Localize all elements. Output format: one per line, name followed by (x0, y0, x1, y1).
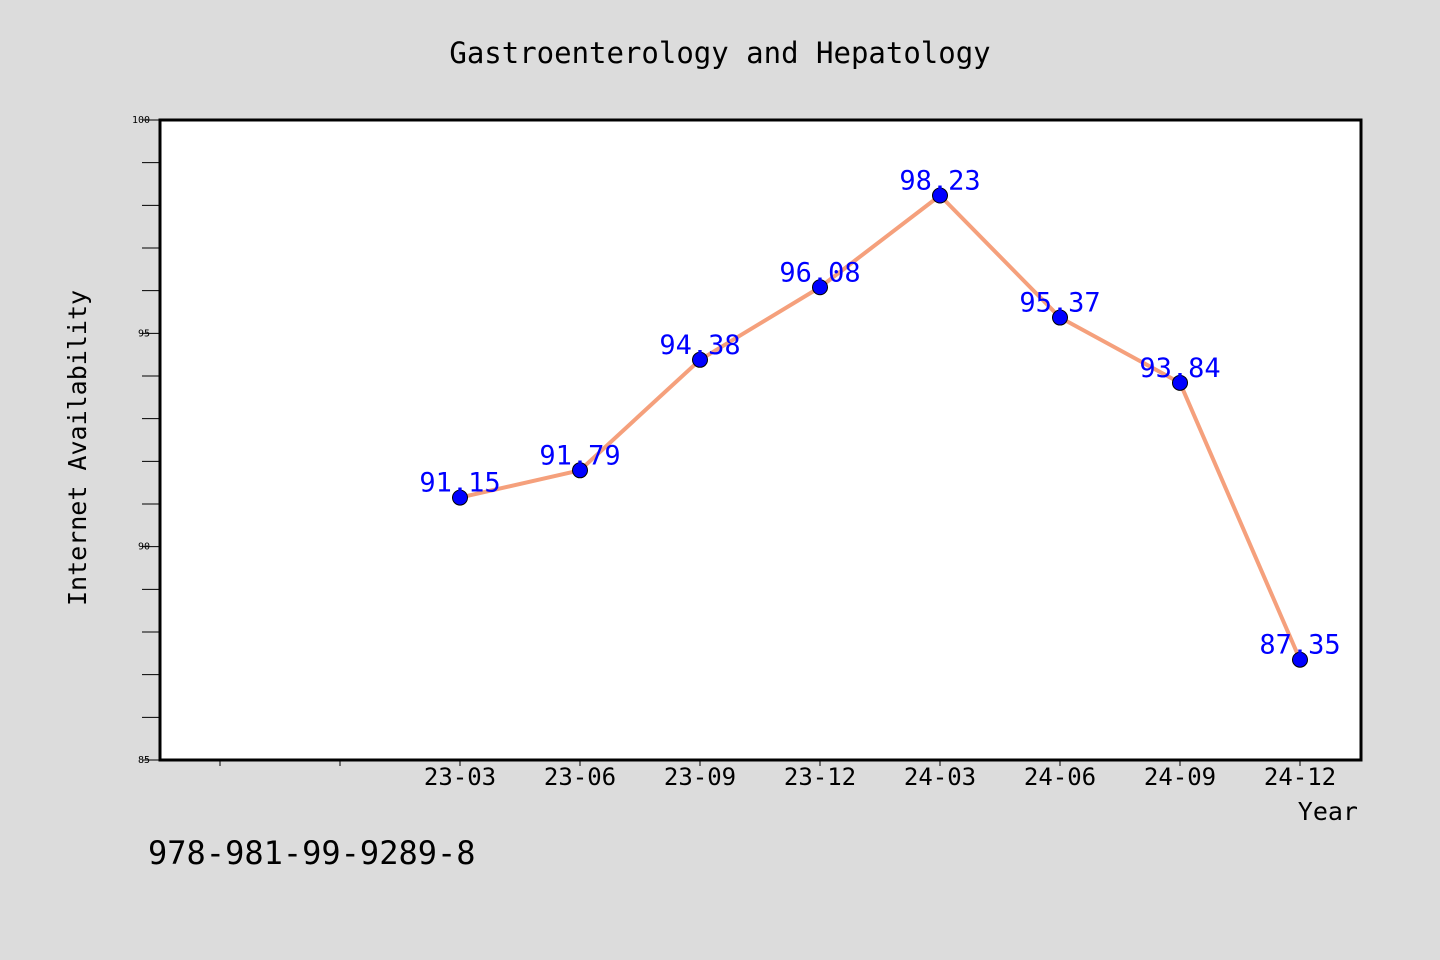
data-label: 87.35 (1259, 630, 1340, 661)
data-point (1292, 651, 1308, 668)
data-label: 91.15 (419, 468, 500, 499)
x-tick-label: 24-06 (1024, 763, 1096, 791)
x-tick-label: 24-12 (1264, 763, 1336, 791)
chart-title: Gastroenterology and Hepatology (449, 36, 990, 70)
data-point (1052, 309, 1068, 326)
y-tick-label: 90 (138, 542, 150, 553)
y-axis-label: Internet Availability (63, 290, 92, 606)
data-label: 95.37 (1019, 288, 1100, 319)
x-tick-label: 24-03 (904, 763, 976, 791)
series-line (459, 193, 1302, 661)
data-point (1172, 374, 1188, 391)
data-point (932, 187, 948, 204)
data-point (692, 351, 708, 368)
y-axis: 85 90 95 100 (132, 115, 160, 766)
y-tick-label: 100 (132, 115, 150, 126)
data-label: 91.79 (539, 440, 620, 471)
plot-area (158, 118, 1363, 762)
data-label: 96.08 (779, 257, 860, 288)
y-tick-label: 85 (138, 755, 150, 766)
x-tick-label: 23-03 (424, 763, 496, 791)
series-layer: 91.15 91.79 94.38 96.08 98.23 95.37 93.84 87.35 (419, 166, 1341, 668)
data-label: 94.38 (659, 330, 740, 361)
x-tick-label: 23-09 (664, 763, 736, 791)
data-label: 98.23 (899, 166, 980, 197)
x-tick-label: 24-09 (1144, 763, 1216, 791)
footer-code: 978-981-99-9289-8 (148, 834, 476, 872)
x-tick-label: 23-06 (544, 763, 616, 791)
x-axis: 23-03 23-06 23-09 23-12 24-03 24-06 24-09 24-12 (219, 760, 1336, 791)
data-label: 93.84 (1139, 353, 1220, 384)
data-point (452, 489, 468, 506)
data-point (572, 462, 588, 479)
data-point (812, 279, 828, 296)
x-tick-label: 23-12 (784, 763, 856, 791)
y-tick-label: 95 (138, 328, 150, 339)
x-axis-label: Year (1298, 797, 1358, 826)
